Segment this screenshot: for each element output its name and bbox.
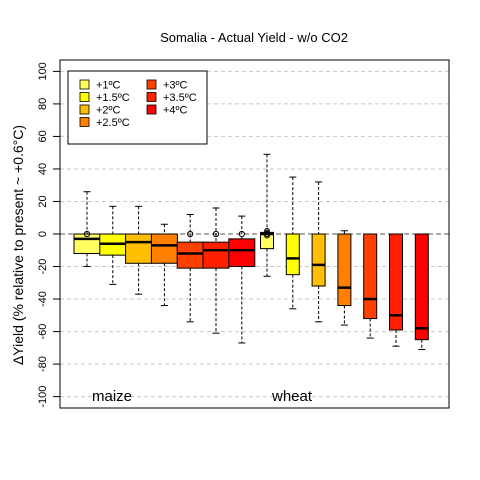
boxplot-maize — [150, 223, 178, 307]
legend-swatch — [146, 92, 157, 102]
group-labels: maize wheat — [92, 388, 313, 405]
y-tick-label: 60 — [37, 130, 49, 142]
legend-label: +2.5ºC — [96, 117, 130, 129]
chart-title: Somalia - Actual Yield - w/o CO2 — [160, 30, 348, 45]
box — [150, 233, 178, 264]
box — [285, 233, 300, 276]
boxplot-wheat — [414, 233, 429, 350]
legend-label: +2ºC — [96, 105, 121, 117]
boxplot-maize — [125, 205, 153, 295]
y-tick-label: -80 — [37, 356, 49, 372]
legend-swatch — [79, 104, 90, 115]
legend-label: +4ºC — [163, 105, 188, 117]
boxplot-wheat — [311, 181, 326, 323]
box — [389, 233, 403, 331]
mean-marker — [83, 230, 91, 238]
group-label-maize: maize — [92, 388, 132, 405]
y-tick-label: 20 — [37, 195, 49, 207]
box — [311, 233, 326, 287]
legend-swatch — [79, 79, 90, 90]
plot-frame — [59, 59, 450, 409]
y-tick-label: -20 — [37, 259, 49, 275]
boxplot-wheat — [389, 233, 403, 347]
mean-marker — [212, 230, 220, 238]
box — [176, 241, 204, 269]
boxplot-maize — [202, 207, 230, 334]
boxplots — [73, 153, 429, 350]
legend: +1ºC+1.5ºC+2ºC+2.5ºC +3ºC+3.5ºC+4ºC — [67, 70, 208, 145]
boxplot-wheat — [285, 176, 300, 310]
boxplot-wheat — [260, 153, 274, 277]
boxplot-maize — [99, 205, 127, 285]
box — [363, 233, 378, 320]
y-tick-label: 100 — [37, 62, 49, 80]
mean-marker — [238, 230, 245, 238]
y-axis: -100 -80 -60 -40 -20 0 20 40 60 80 100 — [37, 62, 60, 408]
boxplot-wheat — [337, 230, 352, 326]
legend-swatch — [79, 117, 90, 127]
legend-label: +1.5ºC — [96, 92, 130, 104]
y-axis-label: ΔYield (% relative to present ~ +0.6°C) — [10, 125, 26, 365]
box — [202, 241, 230, 269]
y-tick-label: 40 — [37, 163, 49, 175]
box — [260, 231, 274, 250]
box — [228, 238, 256, 268]
y-tick-label: -100 — [37, 386, 49, 408]
legend-swatch — [79, 92, 90, 102]
mean-marker — [187, 230, 194, 238]
legend-label: +1ºC — [96, 80, 121, 92]
boxplot-maize — [228, 215, 256, 344]
y-tick-label: -60 — [37, 324, 49, 340]
outlier-point — [264, 227, 270, 234]
y-tick-label: 80 — [37, 98, 49, 110]
legend-box — [67, 70, 208, 145]
legend-swatch — [146, 79, 157, 90]
legend-label: +3ºC — [163, 80, 188, 92]
legend-swatch — [146, 104, 157, 115]
group-label-wheat: wheat — [271, 388, 313, 405]
box — [414, 233, 429, 341]
box — [337, 233, 352, 307]
boxplot-maize — [73, 191, 101, 268]
boxplot-wheat — [363, 233, 378, 339]
boxplot-maize — [176, 213, 204, 323]
box — [125, 233, 153, 264]
legend-label: +3.5ºC — [163, 92, 197, 104]
y-tick-label: -40 — [37, 291, 49, 307]
y-tick-label: 0 — [37, 231, 49, 237]
mean-marker — [263, 230, 271, 238]
